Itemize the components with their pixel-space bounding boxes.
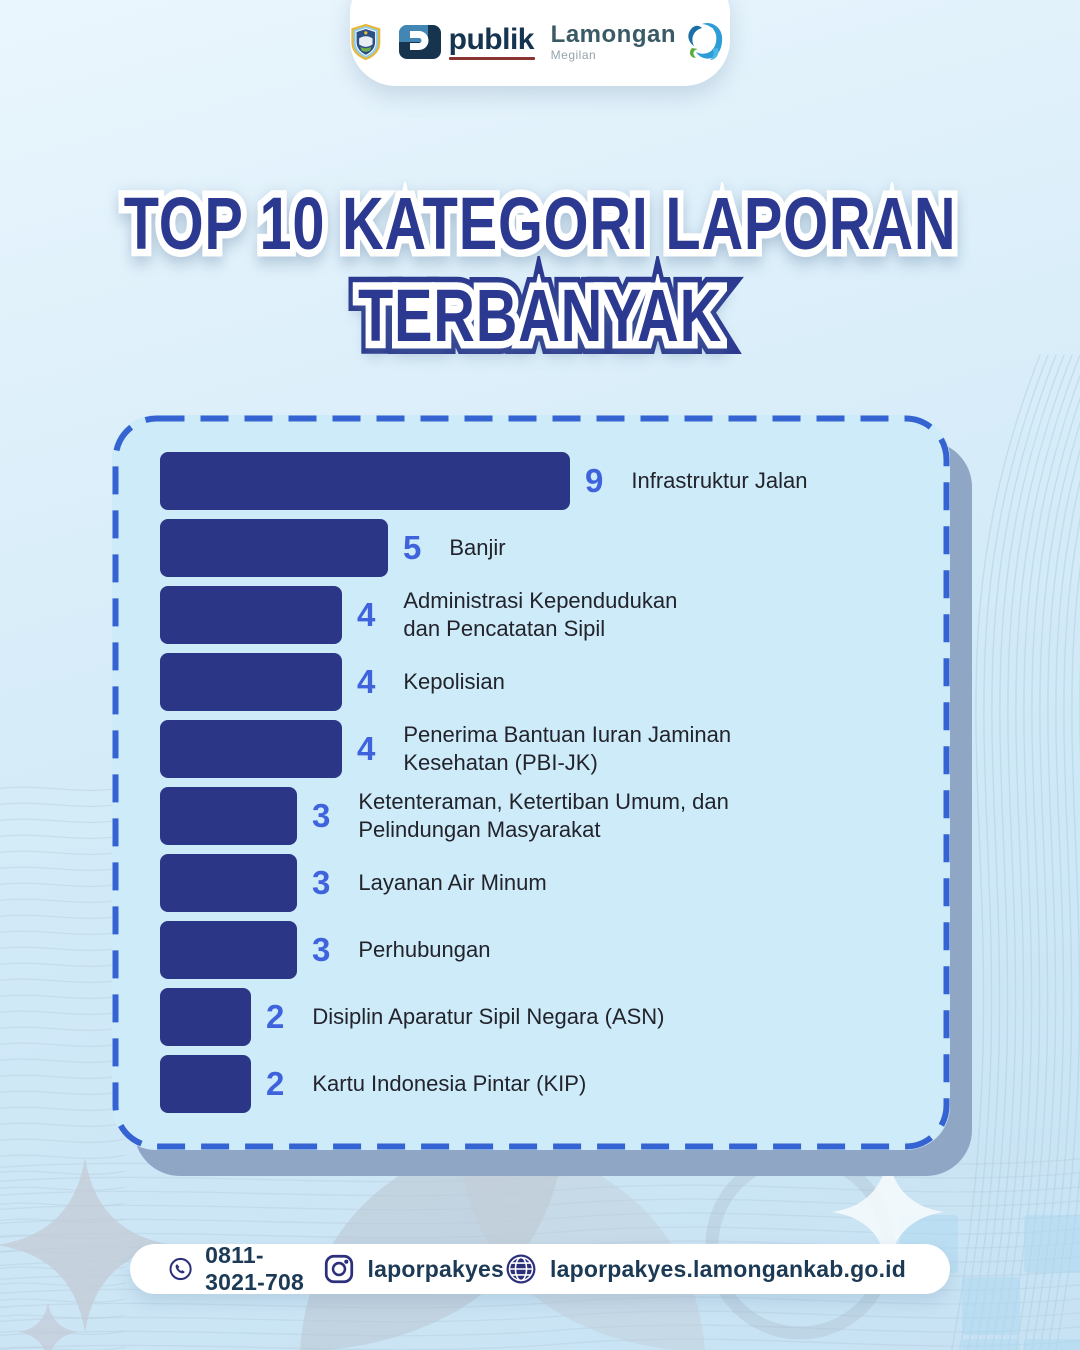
bar-label: Perhubungan xyxy=(358,937,491,963)
lamongan-megilan-logo: Lamongan Megilan xyxy=(551,16,730,68)
phone-number: 0811-3021-708 xyxy=(205,1242,304,1295)
contact-phone: 0811-3021-708 xyxy=(168,1242,322,1296)
page-title-line1: TOP 10 KATEGORI LAPORAN TOP 10 KATEGORI … xyxy=(118,175,961,273)
whatsapp-phone-icon xyxy=(169,1257,192,1281)
contact-footer-pill: 0811-3021-708 laporpakyes lapor xyxy=(130,1242,950,1296)
contact-website: laporpakyes.lamongankab.go.id xyxy=(504,1252,906,1286)
bar-value: 4 xyxy=(357,596,376,633)
chart-row: 3 Ketenteraman, Ketertiban Umum, dan Peli… xyxy=(160,787,920,845)
chart-row: 3 Layanan Air Minum xyxy=(160,854,920,912)
chart-row: 4 Kepolisian xyxy=(160,653,920,711)
bar xyxy=(160,519,388,577)
chart-card: 9 Infrastruktur Jalan 5 Banjir 4 Administrasi… xyxy=(112,415,950,1150)
bar-label: Administrasi Kependudukan dan Pencatatan… xyxy=(403,588,678,641)
bar-label: Banjir xyxy=(449,535,506,561)
bar xyxy=(160,720,342,778)
publik-logo: publik xyxy=(398,22,535,62)
chart-row: 4 Penerima Bantuan Iuran Jaminan Kesehata… xyxy=(160,720,920,778)
lamongan-logo-subtitle: Megilan xyxy=(550,48,597,62)
globe-icon xyxy=(506,1254,536,1284)
chart-row: 2 Disiplin Aparatur Sipil Negara (ASN) xyxy=(160,988,920,1046)
page-title: TOP 10 KATEGORI LAPORAN TOP 10 KATEGORI … xyxy=(0,175,1080,371)
bar xyxy=(160,854,297,912)
bar-value: 2 xyxy=(266,998,285,1035)
bar-value: 2 xyxy=(266,1065,285,1102)
bar-value: 3 xyxy=(312,931,331,968)
bar xyxy=(160,988,251,1046)
bar xyxy=(160,653,342,711)
chart-row: 4 Administrasi Kependudukan dan Pencatata… xyxy=(160,586,920,644)
chart-row: 3 Perhubungan xyxy=(160,921,920,979)
bar-chart: 9 Infrastruktur Jalan 5 Banjir 4 Administrasi… xyxy=(160,452,920,1122)
bar-label: Ketenteraman, Ketertiban Umum, dan Pelin… xyxy=(358,789,729,842)
bar-label: Kartu Indonesia Pintar (KIP) xyxy=(312,1071,587,1097)
chart-row: 5 Banjir xyxy=(160,519,920,577)
bar-label: Kepolisian xyxy=(403,669,505,695)
bar xyxy=(160,586,342,644)
website-url: laporpakyes.lamongankab.go.id xyxy=(550,1255,906,1282)
contact-instagram: laporpakyes xyxy=(322,1252,504,1286)
publik-logo-word: publik xyxy=(448,22,535,56)
publik-logo-tagline-bar xyxy=(448,56,535,60)
lamongan-wave-icon xyxy=(688,22,723,60)
bar-label: Layanan Air Minum xyxy=(358,870,547,896)
instagram-icon xyxy=(324,1254,353,1284)
bar-value: 4 xyxy=(357,730,376,767)
instagram-handle: laporpakyes xyxy=(367,1255,504,1282)
bar xyxy=(160,921,297,979)
lamongan-logo-word: Lamongan xyxy=(550,21,676,48)
bar xyxy=(160,1055,251,1113)
bar-value: 3 xyxy=(312,864,331,901)
chart-row: 9 Infrastruktur Jalan xyxy=(160,452,920,510)
bar-label: Penerima Bantuan Iuran Jaminan Kesehatan… xyxy=(403,722,732,775)
bar-value: 4 xyxy=(357,663,376,700)
header-logo-pill: publik Lamongan Megilan xyxy=(350,0,730,86)
bar xyxy=(160,452,570,510)
bar xyxy=(160,787,297,845)
bar-value: 3 xyxy=(312,797,331,834)
publik-logo-icon xyxy=(398,25,441,59)
bar-value: 5 xyxy=(403,529,422,566)
bar-value: 9 xyxy=(585,462,604,499)
page-title-line2: TERBANYAK TERBANYAK TERBANYAK xyxy=(348,261,732,370)
bar-label: Infrastruktur Jalan xyxy=(631,468,808,494)
chart-row: 2 Kartu Indonesia Pintar (KIP) xyxy=(160,1055,920,1113)
dashed-border xyxy=(112,415,950,1150)
bar-label: Disiplin Aparatur Sipil Negara (ASN) xyxy=(312,1004,665,1030)
government-crest-logo xyxy=(351,23,381,61)
